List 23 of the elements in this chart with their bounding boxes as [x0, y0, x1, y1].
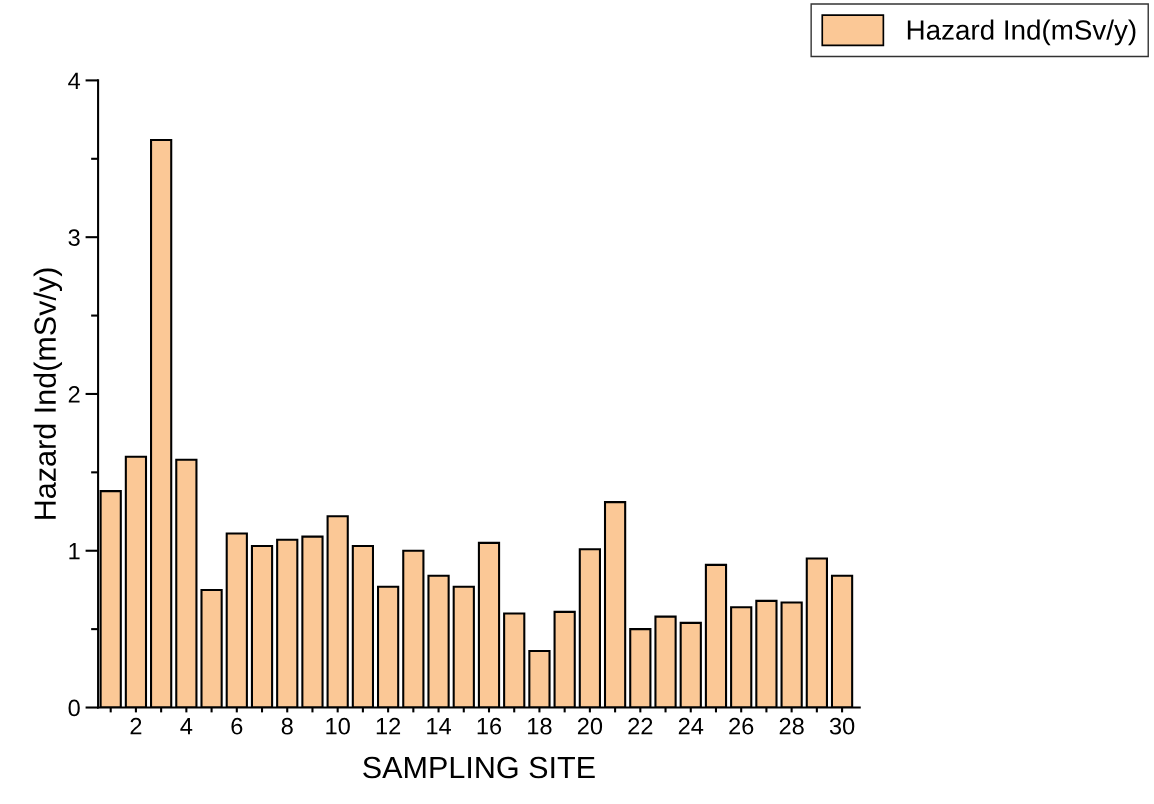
x-tick-label: 12 [376, 717, 401, 735]
x-tick-label: 14 [427, 718, 451, 735]
x-tick-label: 26 [729, 717, 754, 735]
legend-label: Hazard Ind(mSv/y) [907, 19, 1136, 46]
x-tick-label: 30 [829, 717, 855, 735]
y-tick-label: 2 [68, 386, 80, 403]
x-tick-label: 4 [180, 718, 193, 735]
y-tick-label: 3 [68, 229, 80, 246]
x-tick-label: 10 [326, 717, 350, 735]
x-tick-label: 6 [231, 717, 243, 735]
x-tick-label: 20 [577, 717, 603, 735]
x-tick-label: 8 [281, 717, 293, 735]
x-tick-label: 18 [528, 717, 552, 735]
y-tick-label: 1 [69, 543, 80, 560]
x-tick-label: 22 [628, 717, 653, 735]
y-tick-label: 0 [68, 699, 80, 717]
x-tick-label: 28 [779, 717, 804, 735]
x-axis-title: SAMPLING SITE [363, 756, 595, 779]
y-axis-title: Hazard Ind(mSv/y) [33, 268, 63, 519]
x-tick-label: 2 [130, 717, 142, 735]
y-tick-label: 4 [68, 72, 81, 89]
x-tick-label: 16 [477, 717, 502, 735]
x-tick-label: 24 [678, 717, 704, 735]
